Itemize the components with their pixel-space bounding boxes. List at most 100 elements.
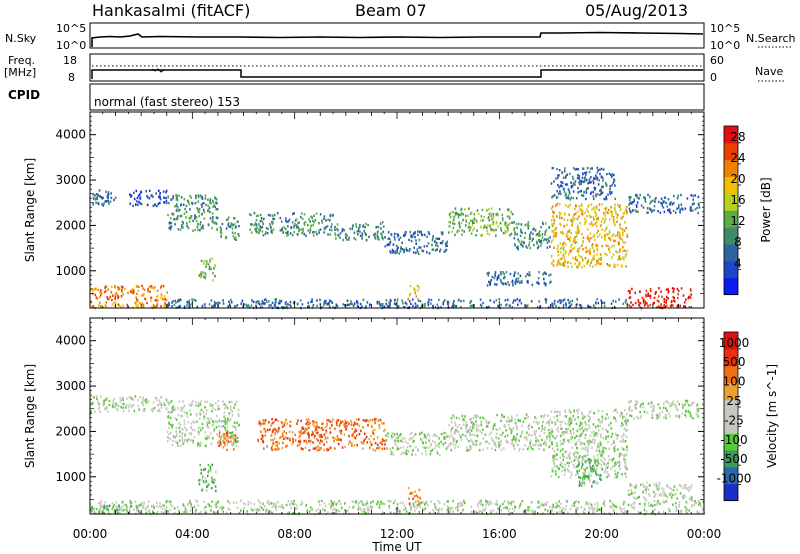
power-echo-cell [577, 168, 580, 171]
power-echo-cell [449, 221, 451, 224]
power-echo-cell [332, 214, 334, 217]
velocity-echo-cell [229, 431, 231, 435]
power-echo-cell [633, 198, 635, 201]
velocity-echo-cell [264, 428, 267, 432]
power-echo-cell [574, 207, 576, 211]
velocity-echo-cell [544, 414, 546, 417]
velocity-echo-cell [602, 436, 605, 440]
power-echo-cell [552, 305, 554, 308]
power-echo-cell [514, 233, 516, 236]
power-echo-cell [557, 254, 560, 257]
power-echo-cell [655, 291, 657, 294]
power-echo-cell [195, 219, 198, 223]
velocity-echo-cell [337, 442, 340, 446]
power-echo-cell [214, 222, 217, 225]
velocity-echo-cell [199, 444, 201, 447]
velocity-echo-cell [423, 436, 426, 439]
power-echo-cell [602, 217, 604, 220]
power-echo-cell [452, 226, 455, 230]
power-echo-cell [449, 215, 452, 219]
velocity-echo-cell [304, 429, 306, 432]
power-echo-cell [104, 286, 106, 289]
velocity-echo-cell [305, 427, 307, 430]
power-echo-cell [649, 294, 652, 297]
velocity-echo-cell [530, 446, 533, 449]
power-echo-cell [585, 197, 587, 201]
velocity-echo-cell [583, 477, 586, 480]
power-echo-cell [150, 306, 153, 309]
power-echo-cell [578, 205, 581, 208]
power-echo-cell [491, 217, 493, 220]
power-echo-cell [507, 281, 509, 284]
velocity-echo-cell [120, 406, 122, 409]
velocity-echo-cell [563, 468, 566, 471]
velocity-echo-cell [559, 449, 562, 453]
power-echo-cell [270, 230, 272, 233]
velocity-echo-cell [584, 472, 587, 475]
power-echo-cell [110, 285, 113, 288]
velocity-echo-cell [588, 458, 590, 461]
power-echo-cell [426, 235, 428, 238]
velocity-echo-cell [379, 441, 382, 444]
velocity-echo-cell [321, 422, 323, 425]
power-echo-cell [535, 233, 538, 237]
velocity-echo-cell [651, 413, 654, 417]
velocity-echo-cell [226, 406, 229, 410]
velocity-echo-cell [236, 421, 238, 424]
velocity-echo-cell [622, 434, 625, 437]
power-echo-cell [634, 291, 637, 295]
velocity-echo-cell [263, 447, 265, 450]
power-echo-cell [176, 196, 178, 199]
velocity-echo-cell [131, 404, 133, 407]
power-echo-cell [137, 289, 140, 292]
velocity-echo-cell [698, 511, 701, 514]
power-echo-cell [172, 300, 174, 303]
velocity-echo-cell [548, 420, 550, 424]
velocity-echo-cell [460, 435, 462, 439]
power-echo-cell [589, 167, 592, 170]
velocity-echo-cell [380, 500, 382, 503]
velocity-echo-cell [399, 434, 401, 437]
power-echo-cell [182, 221, 184, 224]
power-echo-cell [464, 208, 466, 211]
velocity-echo-cell [517, 443, 520, 446]
power-echo-cell [397, 235, 399, 238]
power-echo-cell [544, 230, 547, 234]
power-echo-cell [603, 237, 606, 241]
power-echo-cell [170, 225, 173, 228]
velocity-echo-cell [559, 424, 562, 427]
power-echo-cell [167, 305, 169, 308]
power-echo-cell [487, 216, 489, 220]
power-echo-cell [667, 198, 670, 201]
velocity-echo-cell [385, 439, 387, 442]
power-echo-cell [185, 222, 188, 225]
velocity-echo-cell [424, 450, 427, 453]
velocity-echo-cell [364, 437, 367, 441]
velocity-echo-cell [618, 455, 621, 458]
velocity-echo-cell [598, 452, 601, 455]
velocity-echo-cell [453, 432, 456, 435]
power-echo-cell [329, 214, 332, 218]
power-echo-cell [419, 246, 422, 249]
power-echo-cell [361, 234, 364, 238]
velocity-echo-cell [224, 444, 226, 447]
power-echo-cell [482, 219, 484, 222]
velocity-echo-cell [470, 429, 473, 432]
power-echo-cell [452, 302, 455, 305]
power-echo-cell [271, 231, 273, 235]
velocity-echo-cell [334, 447, 336, 450]
power-echo-cell [558, 192, 560, 195]
velocity-echo-cell [201, 478, 204, 481]
velocity-echo-cell [171, 426, 173, 429]
power-echo-cell [673, 296, 675, 300]
velocity-echo-cell [603, 499, 606, 503]
velocity-echo-cell [168, 416, 171, 419]
velocity-echo-cell [320, 446, 322, 450]
velocity-echo-cell [391, 452, 394, 455]
velocity-echo-cell [300, 419, 302, 422]
velocity-echo-cell [628, 400, 631, 403]
velocity-echo-cell [308, 439, 310, 443]
power-echo-cell [578, 303, 581, 307]
velocity-echo-cell [230, 439, 232, 442]
velocity-echo-cell [94, 410, 96, 413]
